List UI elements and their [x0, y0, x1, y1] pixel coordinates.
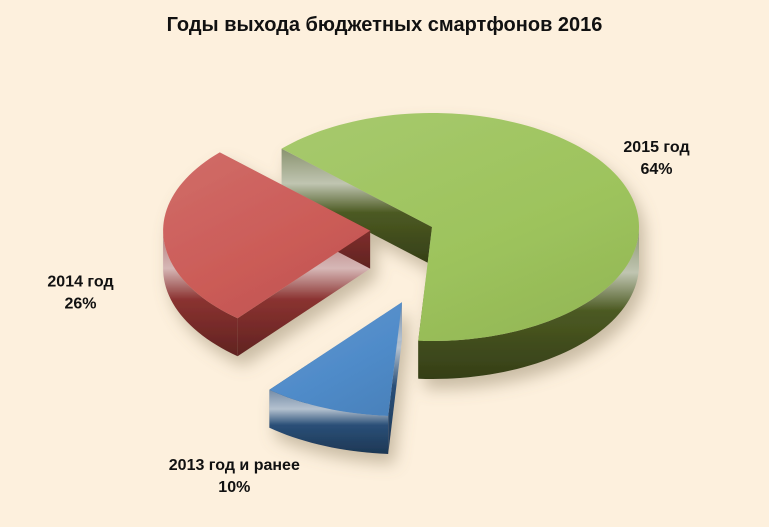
svg-text:2014 год26%: 2014 год 26%: [47, 273, 113, 312]
svg-text:2013 год и ранее10%: 2013 год и ранее 10%: [169, 457, 300, 496]
svg-text:2015 год64%: 2015 год 64%: [623, 139, 689, 178]
